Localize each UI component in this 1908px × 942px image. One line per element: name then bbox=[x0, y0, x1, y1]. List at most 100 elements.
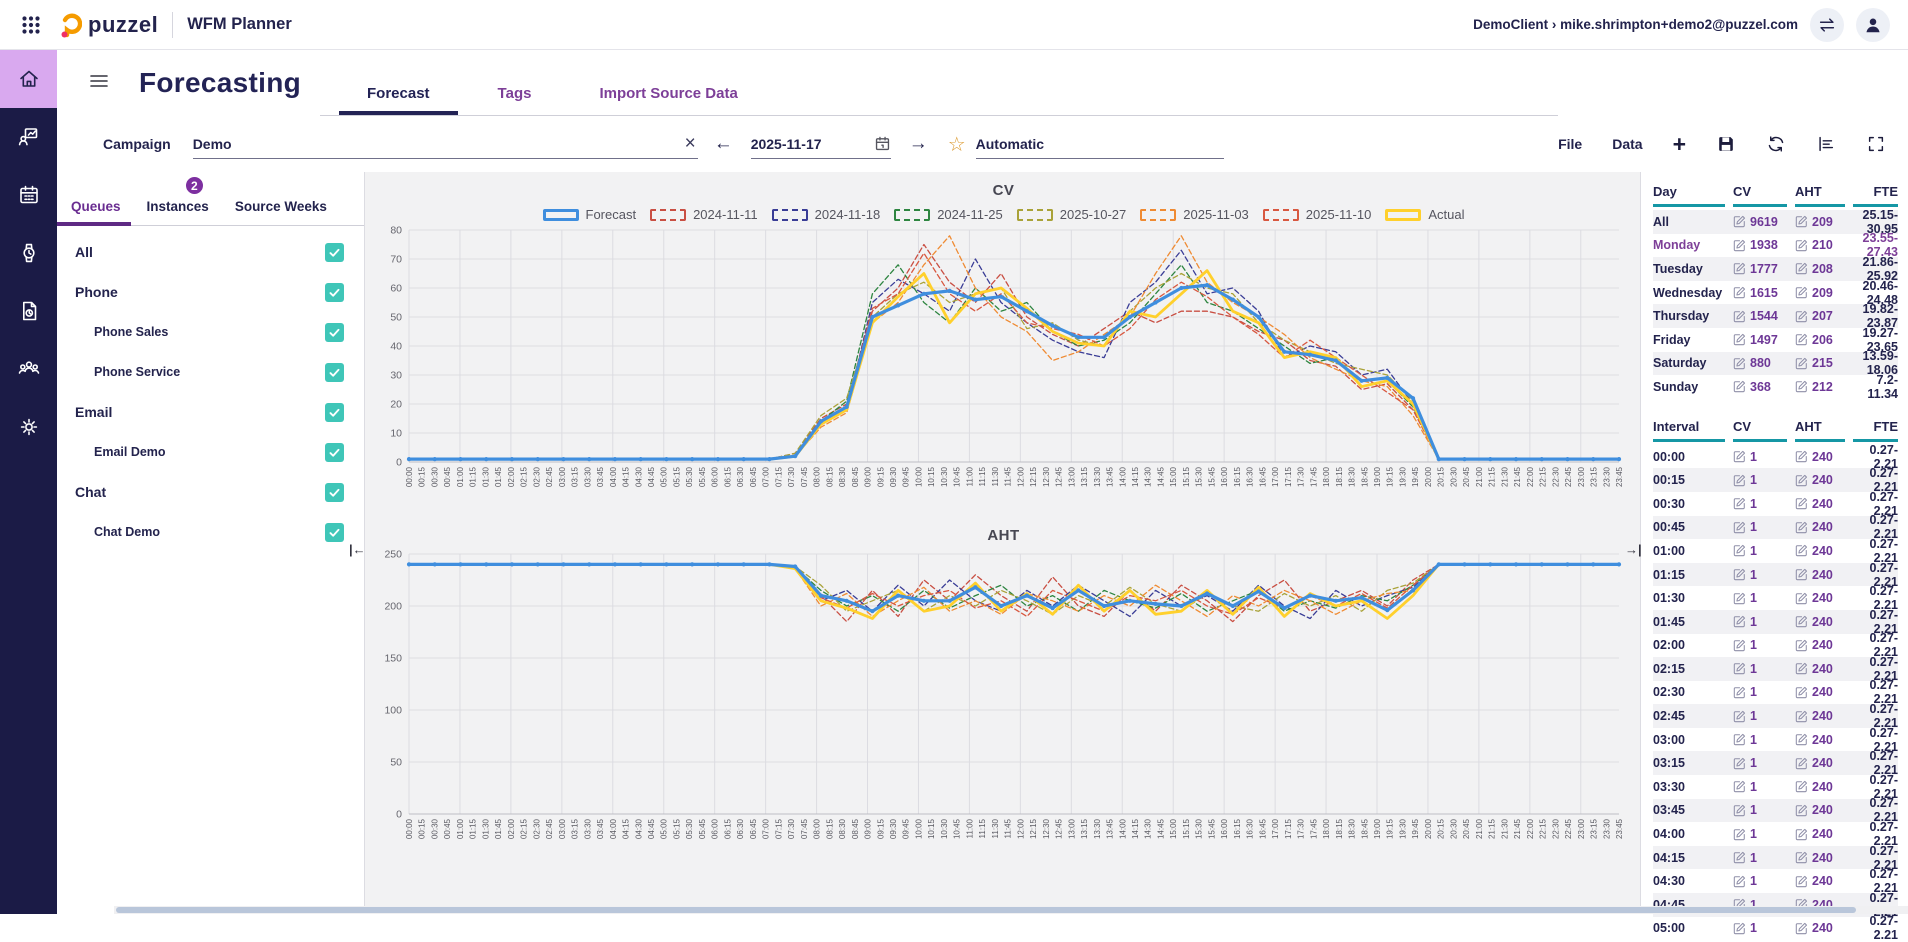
table-row[interactable]: 03:15 1 240 0.27-2.21 bbox=[1653, 751, 1898, 775]
aht-value[interactable]: 212 bbox=[1795, 380, 1853, 394]
aht-value[interactable]: 240 bbox=[1795, 591, 1853, 605]
campaign-input[interactable] bbox=[193, 136, 683, 152]
queue-checkbox[interactable] bbox=[325, 283, 344, 302]
cv-value[interactable]: 1 bbox=[1733, 921, 1795, 935]
next-day-arrow-icon[interactable]: → bbox=[905, 133, 932, 155]
cv-value[interactable]: 1 bbox=[1733, 473, 1795, 487]
tab-tags[interactable]: Tags bbox=[498, 85, 532, 116]
table-row[interactable]: 01:45 1 240 0.27-2.21 bbox=[1653, 610, 1898, 634]
nav-calendar[interactable] bbox=[0, 166, 57, 224]
queue-checkbox[interactable] bbox=[325, 523, 344, 542]
aht-value[interactable]: 240 bbox=[1795, 450, 1853, 464]
nav-agent-forecast[interactable] bbox=[0, 108, 57, 166]
star-icon[interactable]: ☆ bbox=[948, 132, 966, 157]
table-row[interactable]: Tuesday 1777 208 21.86-25.92 bbox=[1653, 257, 1898, 281]
aht-value[interactable]: 208 bbox=[1795, 262, 1853, 276]
aht-value[interactable]: 240 bbox=[1795, 921, 1853, 935]
cv-value[interactable]: 1 bbox=[1733, 638, 1795, 652]
horizontal-scrollbar[interactable] bbox=[114, 906, 1908, 914]
data-menu-button[interactable]: Data bbox=[1612, 136, 1642, 152]
table-row[interactable]: 01:00 1 240 0.27-2.21 bbox=[1653, 539, 1898, 563]
queue-item[interactable]: Chat Demo bbox=[57, 512, 364, 552]
table-row[interactable]: Saturday 880 215 13.59-18.06 bbox=[1653, 352, 1898, 376]
aht-value[interactable]: 240 bbox=[1795, 803, 1853, 817]
date-input[interactable] bbox=[751, 136, 874, 152]
table-row[interactable]: 00:30 1 240 0.27-2.21 bbox=[1653, 492, 1898, 516]
cv-value[interactable]: 1 bbox=[1733, 615, 1795, 629]
table-row[interactable]: 02:00 1 240 0.27-2.21 bbox=[1653, 634, 1898, 658]
aht-value[interactable]: 240 bbox=[1795, 709, 1853, 723]
tab-forecast[interactable]: Forecast bbox=[367, 85, 430, 116]
clear-icon[interactable]: × bbox=[683, 134, 698, 153]
cv-value[interactable]: 1 bbox=[1733, 450, 1795, 464]
aht-value[interactable]: 240 bbox=[1795, 520, 1853, 534]
nav-home[interactable] bbox=[0, 50, 57, 108]
cv-value[interactable]: 1544 bbox=[1733, 309, 1795, 323]
nav-people[interactable] bbox=[0, 340, 57, 398]
user-icon[interactable] bbox=[1856, 8, 1890, 42]
queue-checkbox[interactable] bbox=[325, 483, 344, 502]
cv-value[interactable]: 1615 bbox=[1733, 286, 1795, 300]
cv-value[interactable]: 1 bbox=[1733, 780, 1795, 794]
queue-checkbox[interactable] bbox=[325, 323, 344, 342]
table-row[interactable]: 03:30 1 240 0.27-2.21 bbox=[1653, 775, 1898, 799]
queue-item[interactable]: Phone Sales bbox=[57, 312, 364, 352]
tab-instances[interactable]: Instances 2 bbox=[147, 199, 209, 226]
cv-value[interactable]: 1 bbox=[1733, 851, 1795, 865]
table-row[interactable]: All 9619 209 25.15-30.95 bbox=[1653, 210, 1898, 234]
aht-value[interactable]: 240 bbox=[1795, 662, 1853, 676]
cv-value[interactable]: 1 bbox=[1733, 591, 1795, 605]
cv-value[interactable]: 1 bbox=[1733, 827, 1795, 841]
table-row[interactable]: Wednesday 1615 209 20.46-24.48 bbox=[1653, 281, 1898, 305]
aht-value[interactable]: 209 bbox=[1795, 215, 1853, 229]
table-row[interactable]: 01:30 1 240 0.27-2.21 bbox=[1653, 586, 1898, 610]
save-icon[interactable] bbox=[1716, 134, 1736, 154]
collapse-left-panel-icon[interactable]: |← bbox=[349, 542, 366, 557]
aht-value[interactable]: 240 bbox=[1795, 851, 1853, 865]
aht-value[interactable]: 240 bbox=[1795, 544, 1853, 558]
queue-item[interactable]: Email Demo bbox=[57, 432, 364, 472]
aht-value[interactable]: 240 bbox=[1795, 568, 1853, 582]
table-row[interactable]: 01:15 1 240 0.27-2.21 bbox=[1653, 563, 1898, 587]
aht-value[interactable]: 240 bbox=[1795, 780, 1853, 794]
table-row[interactable]: 05:00 1 240 0.27-2.21 bbox=[1653, 917, 1898, 941]
table-row[interactable]: 02:30 1 240 0.27-2.21 bbox=[1653, 681, 1898, 705]
queue-item[interactable]: Phone Service bbox=[57, 352, 364, 392]
table-row[interactable]: 00:15 1 240 0.27-2.21 bbox=[1653, 468, 1898, 492]
table-row[interactable]: 03:45 1 240 0.27-2.21 bbox=[1653, 799, 1898, 823]
aht-value[interactable]: 240 bbox=[1795, 874, 1853, 888]
aht-value[interactable]: 209 bbox=[1795, 286, 1853, 300]
cv-value[interactable]: 1 bbox=[1733, 874, 1795, 888]
nav-reports[interactable] bbox=[0, 282, 57, 340]
aht-value[interactable]: 240 bbox=[1795, 685, 1853, 699]
cv-value[interactable]: 9619 bbox=[1733, 215, 1795, 229]
table-row[interactable]: 02:45 1 240 0.27-2.21 bbox=[1653, 704, 1898, 728]
cv-value[interactable]: 1938 bbox=[1733, 238, 1795, 252]
cv-value[interactable]: 1 bbox=[1733, 756, 1795, 770]
forecast-mode-input[interactable] bbox=[976, 136, 1224, 152]
table-row[interactable]: 00:00 1 240 0.27-2.21 bbox=[1653, 445, 1898, 469]
queue-checkbox[interactable] bbox=[325, 363, 344, 382]
table-row[interactable]: Sunday 368 212 7.2-11.34 bbox=[1653, 375, 1898, 399]
add-icon[interactable]: + bbox=[1673, 133, 1686, 156]
scrollbar-thumb[interactable] bbox=[116, 907, 1856, 913]
aht-value[interactable]: 240 bbox=[1795, 473, 1853, 487]
cv-value[interactable]: 1 bbox=[1733, 497, 1795, 511]
fullscreen-icon[interactable] bbox=[1866, 134, 1886, 154]
aht-value[interactable]: 240 bbox=[1795, 756, 1853, 770]
queue-checkbox[interactable] bbox=[325, 443, 344, 462]
cv-value[interactable]: 1497 bbox=[1733, 333, 1795, 347]
cv-value[interactable]: 1 bbox=[1733, 662, 1795, 676]
tab-import-source-data[interactable]: Import Source Data bbox=[599, 85, 737, 116]
queue-item[interactable]: Chat bbox=[57, 472, 364, 512]
aht-value[interactable]: 206 bbox=[1795, 333, 1853, 347]
chart-bars-icon[interactable] bbox=[1816, 134, 1836, 154]
table-row[interactable]: 04:15 1 240 0.27-2.21 bbox=[1653, 846, 1898, 870]
menu-toggle-icon[interactable] bbox=[85, 69, 113, 98]
table-row[interactable]: 04:00 1 240 0.27-2.21 bbox=[1653, 822, 1898, 846]
aht-value[interactable]: 240 bbox=[1795, 497, 1853, 511]
app-grid-icon[interactable] bbox=[18, 12, 44, 38]
tab-source-weeks[interactable]: Source Weeks bbox=[235, 199, 327, 226]
cv-value[interactable]: 880 bbox=[1733, 356, 1795, 370]
nav-time[interactable] bbox=[0, 224, 57, 282]
